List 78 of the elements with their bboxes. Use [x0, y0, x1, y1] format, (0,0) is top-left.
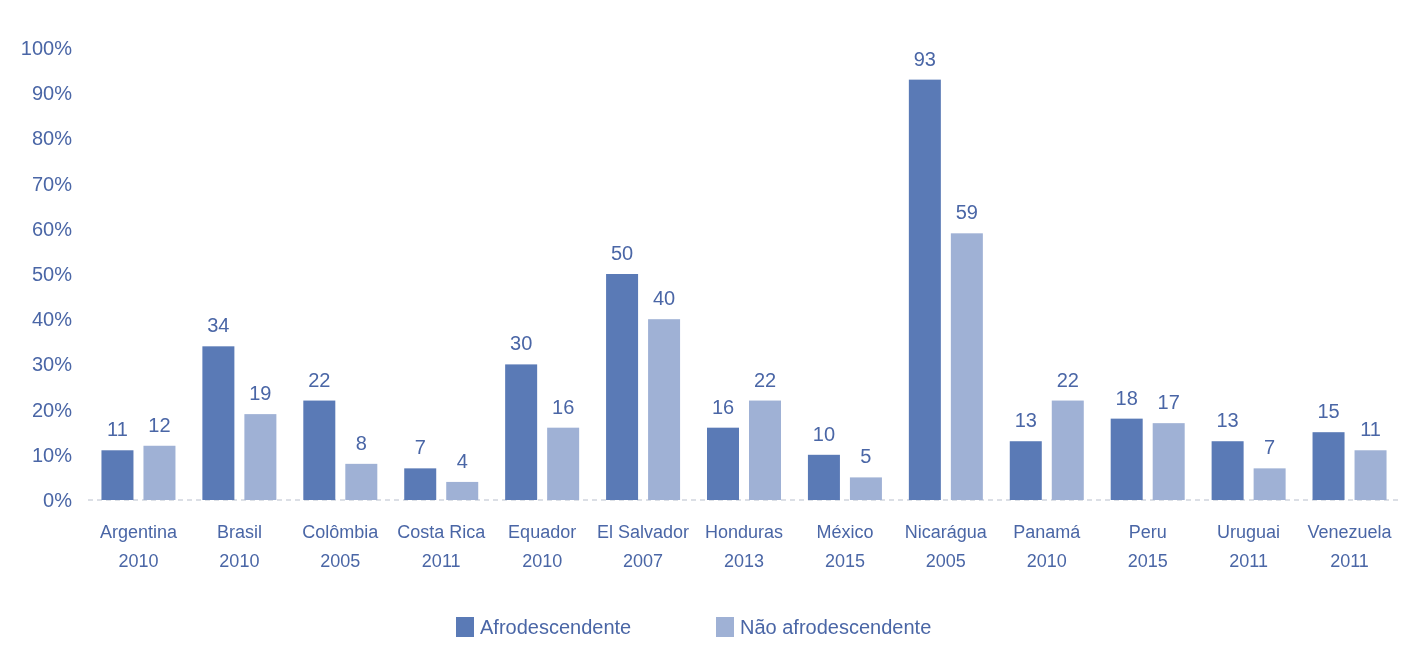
x-tick-label: Nicarágua 2005 [904, 522, 988, 571]
y-tick-label: 70% [31, 172, 73, 195]
data-label: 16 [711, 395, 735, 418]
bar [1051, 400, 1084, 500]
bar [606, 274, 639, 500]
x-tick-label: México 2015 [816, 522, 874, 571]
y-tick-label: 30% [31, 353, 73, 376]
bar [807, 454, 840, 500]
x-tick-label: Uruguai 2011 [1217, 522, 1281, 571]
x-tick-label: Costa Rica 2011 [397, 522, 487, 571]
x-tick-label: Colômbia 2005 [302, 522, 380, 571]
data-label: 18 [1115, 386, 1138, 409]
y-tick-label: 50% [31, 263, 73, 285]
bar [1312, 432, 1345, 500]
bar [303, 400, 336, 500]
bar [244, 414, 277, 500]
data-label: 40 [652, 287, 676, 310]
bar [749, 400, 781, 500]
data-label: 22 [1056, 368, 1079, 391]
bar [1354, 450, 1387, 500]
data-label: 59 [955, 201, 978, 224]
y-tick-label: 90% [31, 82, 73, 105]
bar [547, 427, 580, 500]
bar [950, 233, 983, 500]
data-label: 16 [552, 395, 575, 418]
bar [345, 463, 378, 500]
y-tick-label: 100% [20, 37, 73, 59]
data-label: 93 [913, 47, 936, 70]
bar [1211, 441, 1244, 500]
x-tick-label: Equador 2010 [508, 522, 577, 571]
data-label: 22 [308, 368, 331, 391]
bar [1009, 441, 1042, 500]
bar [849, 477, 882, 500]
bar [707, 427, 739, 500]
data-label: 34 [207, 314, 230, 337]
data-label: 5 [860, 445, 872, 468]
y-tick-label: 0% [43, 489, 73, 511]
bar [202, 346, 235, 500]
bar [101, 450, 134, 500]
x-tick-label: Panamá 2010 [1013, 522, 1082, 571]
data-label: 7 [414, 436, 426, 459]
data-label: 4 [456, 449, 468, 472]
x-tick-label: El Salvador 2007 [597, 522, 690, 571]
x-tick-label: Peru 2015 [1127, 522, 1168, 571]
bar [446, 481, 479, 500]
legend-label: Não afrodescendente [740, 616, 932, 638]
bar [1152, 423, 1185, 500]
x-tick-label: Argentina 2010 [99, 522, 178, 571]
bar [143, 445, 176, 500]
bar [505, 364, 538, 500]
data-label: 15 [1317, 400, 1340, 423]
data-label: 17 [1157, 391, 1180, 414]
x-tick-label: Venezuela 2011 [1307, 522, 1393, 571]
legend-label: Afrodescendente [480, 616, 632, 638]
bar [648, 319, 681, 500]
data-label: 11 [107, 418, 128, 441]
data-label: 19 [249, 382, 272, 405]
data-label: 13 [1216, 409, 1239, 432]
data-label: 10 [812, 422, 836, 445]
bar [404, 468, 437, 500]
bar [1110, 418, 1143, 500]
x-tick-label: Honduras 2013 [704, 522, 784, 571]
y-tick-label: 40% [31, 308, 73, 331]
y-tick-label: 20% [31, 398, 73, 421]
data-label: 22 [753, 368, 777, 391]
data-label: 8 [355, 431, 367, 454]
data-label: 50 [610, 242, 634, 264]
data-label: 7 [1264, 436, 1276, 459]
data-label: 11 [1360, 418, 1381, 441]
data-label: 30 [510, 332, 533, 355]
data-label: 13 [1014, 409, 1037, 432]
y-tick-label: 10% [31, 443, 73, 466]
y-tick-label: 60% [31, 217, 73, 240]
y-tick-label: 80% [31, 127, 73, 150]
x-tick-label: Brasil 2010 [216, 522, 262, 571]
data-label: 12 [148, 413, 171, 436]
bar [1253, 468, 1286, 500]
bar [908, 79, 941, 500]
